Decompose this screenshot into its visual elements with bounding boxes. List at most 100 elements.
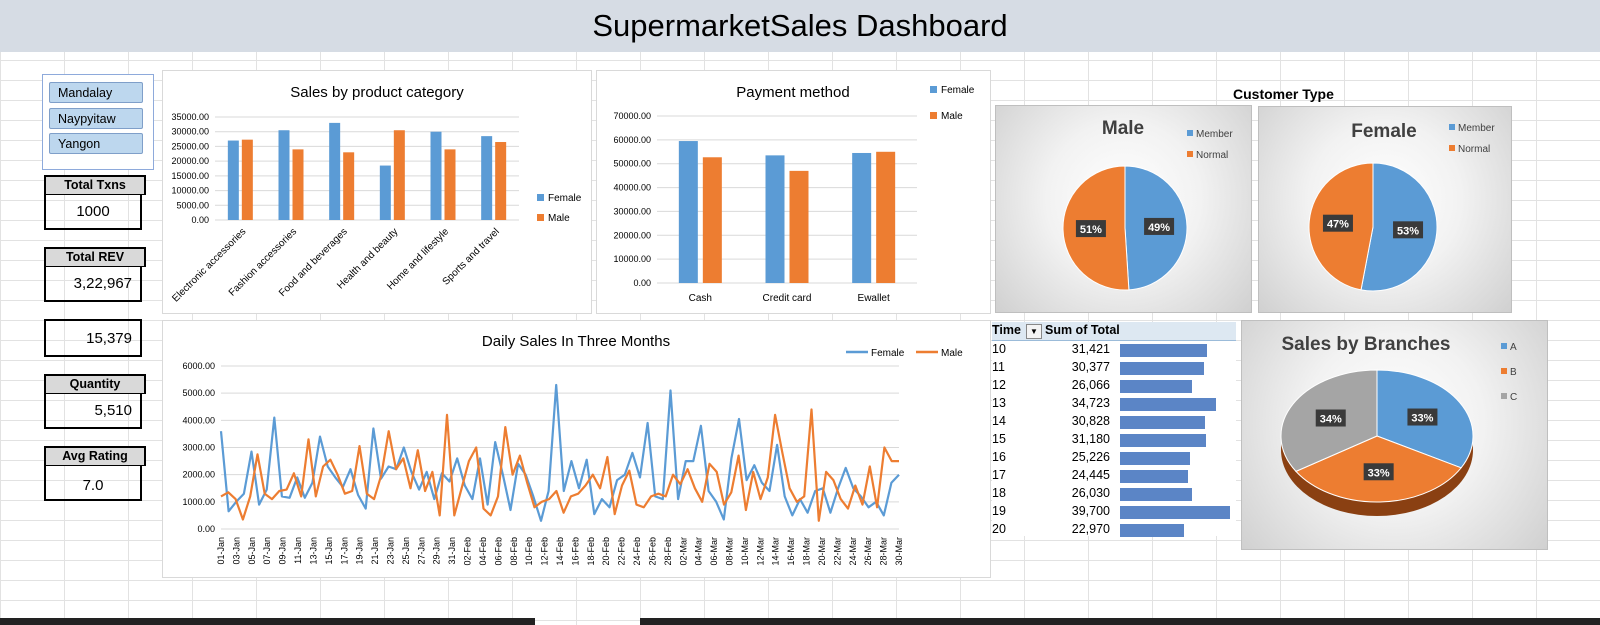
male-pie-panel[interactable]: Male 49% 51% Member Normal	[995, 105, 1252, 313]
legend-label: Member	[1458, 123, 1495, 134]
x-tick-label: 14-Mar	[771, 537, 781, 566]
time-cell: 19	[992, 504, 1006, 518]
chart-title: Daily Sales In Three Months	[482, 333, 670, 350]
legend-label: Male	[548, 213, 570, 224]
y-tick-label: 10000.00	[171, 186, 209, 196]
pivot-header-sum: Sum of Total	[1045, 323, 1120, 337]
x-tick-label: 12-Feb	[540, 537, 550, 566]
y-tick-label: 3000.00	[182, 443, 215, 453]
table-row[interactable]: 12 26,066	[992, 377, 1236, 395]
x-tick-label: 09-Jan	[278, 537, 288, 565]
legend-swatch	[537, 214, 544, 221]
time-cell: 16	[992, 450, 1006, 464]
table-row[interactable]: 14 30,828	[992, 413, 1236, 431]
branches-pie-panel[interactable]: Sales by Branches 33% 33% 34% A B C	[1241, 320, 1548, 550]
slicer-item-mandalay[interactable]: Mandalay	[49, 82, 143, 103]
x-tick-label: 15-Jan	[324, 537, 334, 565]
x-tick-label: Credit card	[763, 293, 812, 304]
branches-pie-svg: Sales by Branches 33% 33% 34% A B C	[1280, 334, 1517, 516]
x-tick-label: 08-Feb	[509, 537, 519, 566]
filter-dropdown-icon[interactable]: ▼	[1026, 324, 1042, 339]
x-tick-label: 02-Feb	[463, 537, 473, 566]
female-pie-svg: Female 53% 47% Member Normal	[1308, 121, 1495, 292]
data-label: 47%	[1327, 219, 1349, 231]
sum-cell: 25,226	[1071, 450, 1110, 464]
table-row[interactable]: 18 26,030	[992, 485, 1236, 503]
data-bar	[1120, 488, 1193, 501]
x-tick-label: 03-Jan	[231, 537, 241, 565]
scroll-bar-right[interactable]	[640, 618, 1600, 625]
dashboard-title: SupermarketSales Dashboard	[0, 0, 1600, 52]
table-row[interactable]: 13 34,723	[992, 395, 1236, 413]
legend-label: B	[1510, 367, 1517, 378]
legend-swatch	[1187, 151, 1193, 157]
y-tick-label: 20000.00	[171, 156, 209, 166]
bar-male	[241, 139, 253, 220]
time-cell: 13	[992, 396, 1006, 410]
male-pie-svg: Male 49% 51% Member Normal	[1062, 118, 1233, 291]
bar-female	[278, 130, 290, 220]
x-tick-label: 02-Mar	[678, 537, 688, 566]
bar-male	[343, 152, 355, 220]
bar-male	[789, 170, 809, 283]
x-tick-label: 29-Jan	[432, 537, 442, 565]
time-pivot-table: Time ▼ Sum of Total 10 31,421 11 30,377 12 26…	[992, 322, 1236, 539]
bar-female	[379, 165, 391, 220]
table-row[interactable]: 10 31,421	[992, 341, 1236, 359]
bar-female	[430, 131, 442, 220]
data-label-box	[1315, 409, 1346, 427]
kpi-avg-rating-value: 7.0	[44, 465, 142, 501]
kpi-quantity-value: 5,510	[44, 393, 142, 429]
slicer-item-yangon[interactable]: Yangon	[49, 133, 143, 154]
table-row[interactable]: 16 25,226	[992, 449, 1236, 467]
daily-sales-chart[interactable]: Daily Sales In Three Months 6000.00 5000.0…	[162, 320, 991, 578]
data-bar	[1120, 524, 1184, 537]
data-label-box	[1322, 214, 1353, 232]
y-tick-label: 20000.00	[613, 230, 651, 240]
x-tick-label: 28-Mar	[879, 537, 889, 566]
payment-method-chart[interactable]: Payment method 70000.00 60000.00 50000.00 40…	[596, 70, 991, 314]
kpi-avg-rating-label: Avg Rating	[44, 446, 146, 466]
y-tick-label: 1000.00	[182, 497, 215, 507]
bar-male	[495, 142, 507, 220]
customer-type-title: Customer Type	[1233, 86, 1334, 102]
x-tick-label: 06-Mar	[709, 537, 719, 566]
pivot-header: Time ▼ Sum of Total	[992, 322, 1236, 341]
y-tick-label: 60000.00	[613, 135, 651, 145]
kpi-total-rev-value: 3,22,967	[44, 266, 142, 302]
slicer-item-naypyitaw[interactable]: Naypyitaw	[49, 108, 143, 129]
scroll-bar-left[interactable]	[0, 618, 535, 625]
y-tick-label: 15000.00	[171, 171, 209, 181]
x-tick-label: 05-Jan	[247, 537, 257, 565]
table-row[interactable]: 19 39,700	[992, 503, 1236, 521]
table-row[interactable]: 20 22,970	[992, 521, 1236, 539]
legend-label: Normal	[1458, 144, 1490, 155]
y-tick-label: 40000.00	[613, 183, 651, 193]
x-tick-label: 30-Mar	[894, 537, 904, 566]
x-tick-label: 13-Jan	[308, 537, 318, 565]
chart-title: Male	[1102, 118, 1144, 139]
x-tick-label: 16-Mar	[786, 537, 796, 566]
y-tick-label: 10000.00	[613, 254, 651, 264]
y-tick-label: 5000.00	[182, 388, 215, 398]
table-row[interactable]: 15 31,180	[992, 431, 1236, 449]
data-label: 33%	[1411, 413, 1433, 425]
x-tick-label: 07-Jan	[262, 537, 272, 565]
data-label: 33%	[1368, 467, 1390, 479]
chart-title: Female	[1351, 121, 1416, 142]
x-tick-label: 16-Feb	[570, 537, 580, 566]
table-row[interactable]: 11 30,377	[992, 359, 1236, 377]
table-row[interactable]: 17 24,445	[992, 467, 1236, 485]
y-tick-label: 6000.00	[182, 361, 215, 371]
y-tick-label: 0.00	[197, 524, 215, 534]
x-tick-label: Ewallet	[858, 293, 890, 304]
data-label: 34%	[1320, 414, 1342, 426]
sales-by-category-chart[interactable]: Sales by product category 35000.00 30000.0…	[162, 70, 592, 314]
female-pie-panel[interactable]: Female 53% 47% Member Normal	[1258, 106, 1512, 313]
data-bar	[1120, 362, 1205, 375]
legend-swatch	[930, 112, 937, 119]
legend-swatch	[1501, 343, 1507, 349]
bar-female	[329, 122, 341, 220]
bar-male	[292, 149, 304, 220]
legend-swatch	[1449, 145, 1455, 151]
